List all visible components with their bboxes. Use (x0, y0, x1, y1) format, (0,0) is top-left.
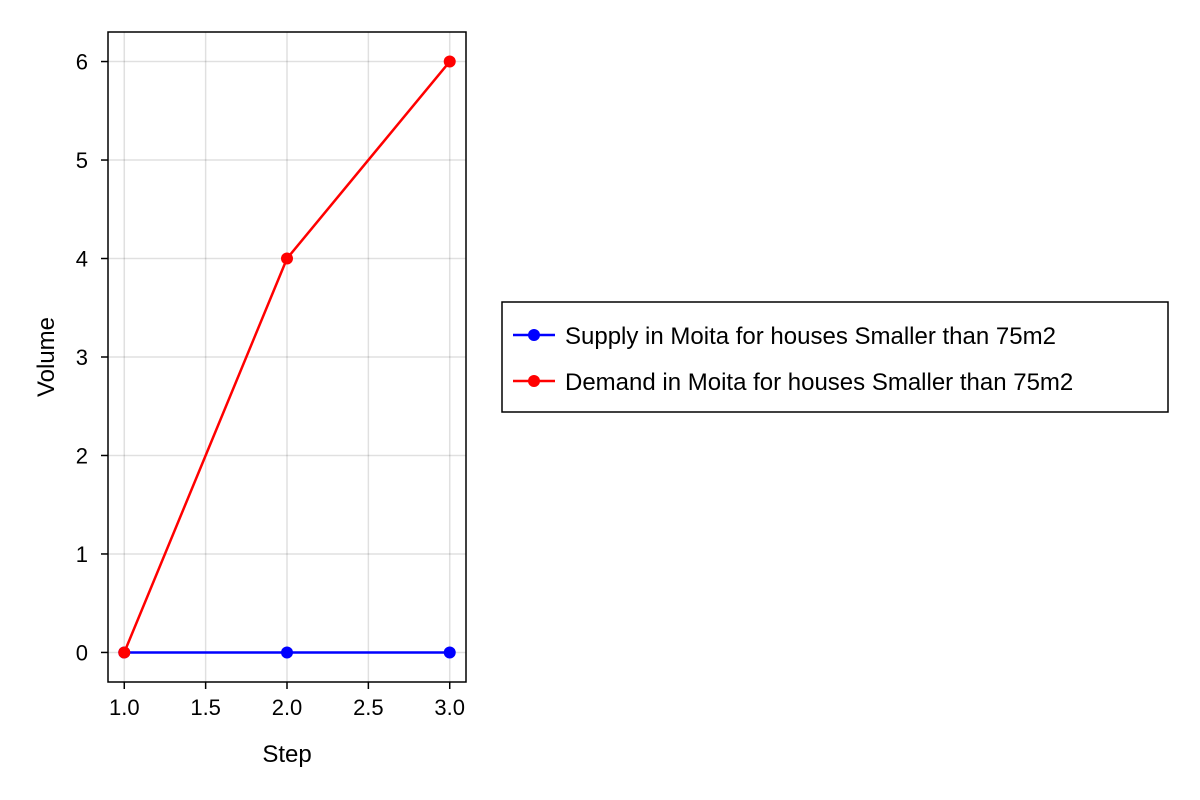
legend-entries: Supply in Moita for houses Smaller than … (513, 323, 1073, 396)
x-tick-label: 1.5 (190, 695, 221, 720)
series-layer (118, 55, 456, 659)
y-axis-title: Volume (33, 317, 60, 397)
legend-label: Supply in Moita for houses Smaller than … (565, 323, 1056, 350)
legend-entry: Demand in Moita for houses Smaller than … (513, 369, 1073, 396)
data-point (281, 646, 293, 659)
legend-label: Demand in Moita for houses Smaller than … (565, 369, 1073, 396)
legend-swatch-marker (528, 329, 540, 341)
x-axis-ticks: 1.0 1.5 2.0 2.5 3.0 (109, 682, 465, 720)
legend-box (501, 301, 1169, 413)
y-tick-label: 2 (76, 443, 88, 468)
data-point (443, 646, 456, 659)
series-1 (118, 55, 456, 659)
x-tick-label: 2.5 (353, 695, 384, 720)
y-tick-label: 6 (76, 50, 88, 75)
y-axis-ticks: 0 1 2 3 4 5 6 (76, 50, 108, 665)
y-tick-label: 5 (76, 148, 88, 173)
legend-entry: Supply in Moita for houses Smaller than … (513, 323, 1056, 350)
y-tick-label: 3 (76, 345, 88, 370)
x-tick-label: 1.0 (109, 695, 140, 720)
x-tick-label: 3.0 (434, 695, 465, 720)
legend-swatch-marker (528, 375, 540, 387)
data-point (281, 252, 293, 265)
y-tick-label: 1 (76, 542, 88, 567)
y-tick-label: 0 (76, 640, 88, 665)
data-point (443, 55, 456, 68)
x-tick-label: 2.0 (272, 695, 303, 720)
data-point (118, 646, 131, 659)
y-tick-label: 4 (76, 247, 88, 272)
x-axis-title: Step (262, 741, 311, 768)
legend: Supply in Moita for houses Smaller than … (501, 301, 1169, 413)
